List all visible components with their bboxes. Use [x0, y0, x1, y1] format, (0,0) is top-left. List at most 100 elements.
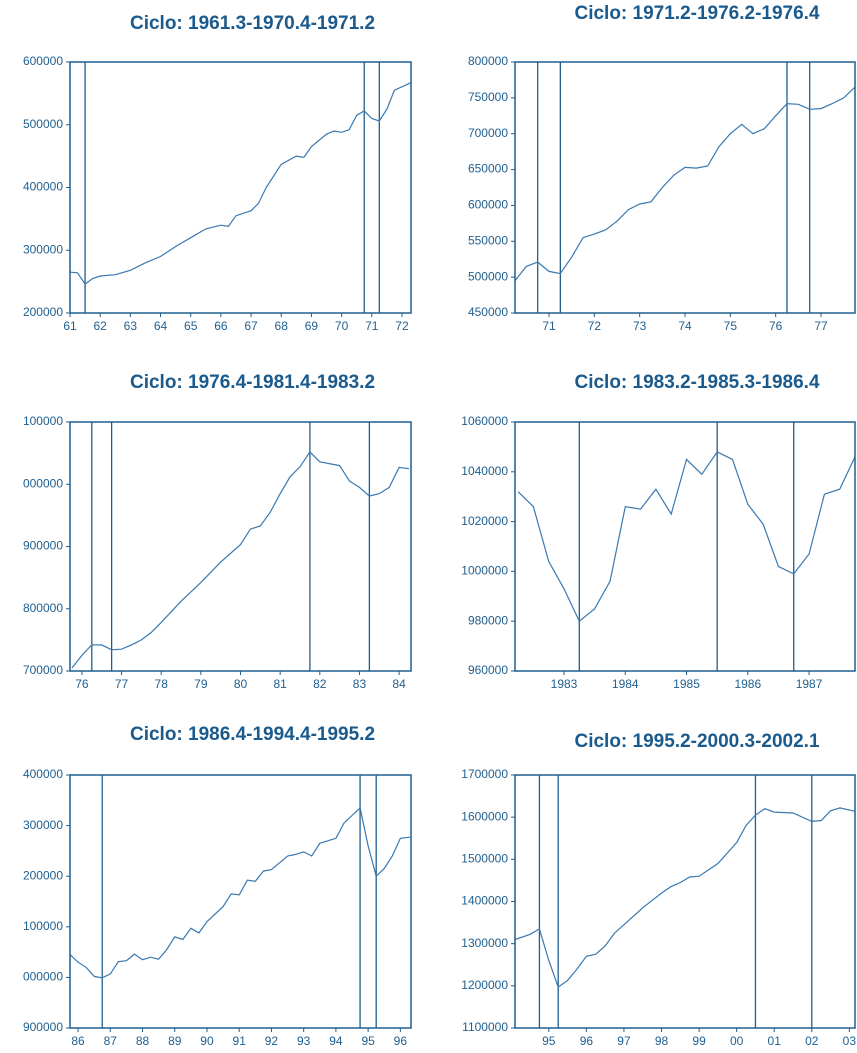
x-tick-label: 79 — [194, 677, 208, 691]
x-tick-label: 65 — [184, 319, 198, 333]
x-tick-label: 94 — [329, 1034, 343, 1048]
y-tick-label: 1400000 — [461, 894, 508, 908]
plot-frame — [69, 61, 412, 314]
x-tick-label: 66 — [214, 319, 228, 333]
x-tick-label: 00 — [730, 1034, 744, 1048]
plot-frame — [514, 61, 856, 314]
x-tick-label: 70 — [335, 319, 349, 333]
y-tick-label: 1020000 — [461, 514, 508, 528]
y-tick-label: 1100000 — [462, 1020, 508, 1034]
y-tick-label: 1600000 — [461, 809, 508, 823]
x-tick-label: 76 — [75, 677, 89, 691]
series-line — [71, 450, 410, 669]
x-tick-label: 77 — [115, 677, 129, 691]
x-tick-label: 80 — [234, 677, 248, 691]
x-tick-label: 73 — [633, 319, 647, 333]
x-tick-label: 62 — [93, 319, 107, 333]
x-tick-label: 1986 — [734, 677, 761, 691]
y-tick-label: 960000 — [468, 663, 508, 677]
y-tick-label: 450000 — [468, 305, 508, 319]
series-line — [517, 451, 856, 623]
x-tick-label: 98 — [655, 1034, 669, 1048]
x-tick-label: 71 — [365, 319, 379, 333]
x-tick-label: 82 — [313, 677, 327, 691]
plot-frame — [514, 774, 856, 1029]
x-tick-label: 86 — [71, 1034, 85, 1048]
x-tick-label: 96 — [580, 1034, 594, 1048]
x-tick-label: 93 — [297, 1034, 311, 1048]
y-tick-label: 1000000 — [461, 564, 508, 578]
x-tick-label: 72 — [588, 319, 602, 333]
x-tick-label: 1987 — [796, 677, 823, 691]
chart-title: Ciclo: 1995.2-2000.3-2002.1 — [574, 731, 819, 752]
x-tick-label: 63 — [124, 319, 138, 333]
y-tick-label: 1700000 — [461, 767, 508, 781]
x-tick-label: 74 — [678, 319, 692, 333]
chart-title: Ciclo: 1983.2-1985.3-1986.4 — [574, 372, 819, 393]
x-tick-label: 71 — [542, 319, 556, 333]
x-tick-label: 84 — [392, 677, 406, 691]
plot-frame — [69, 421, 412, 672]
y-tick-label: 980000 — [468, 613, 508, 627]
y-tick-label: 000000 — [23, 970, 63, 984]
series-line — [514, 807, 856, 989]
x-tick-label: 03 — [843, 1034, 857, 1048]
x-tick-label: 95 — [542, 1034, 556, 1048]
x-tick-label: 90 — [200, 1034, 214, 1048]
y-tick-label: 800000 — [468, 54, 508, 68]
y-tick-label: 800000 — [23, 601, 63, 615]
plot-frame — [69, 774, 412, 1029]
y-tick-label: 000000 — [23, 476, 63, 490]
y-tick-label: 200000 — [23, 868, 63, 882]
y-tick-label: 500000 — [23, 117, 63, 131]
y-tick-label: 1200000 — [461, 978, 508, 992]
y-tick-label: 1300000 — [461, 936, 508, 950]
x-tick-label: 91 — [233, 1034, 247, 1048]
series-line — [69, 806, 411, 979]
chart-title: Ciclo: 1986.4-1994.4-1995.2 — [130, 724, 375, 745]
x-tick-label: 99 — [692, 1034, 706, 1048]
x-tick-label: 96 — [394, 1034, 408, 1048]
x-tick-label: 67 — [244, 319, 258, 333]
y-tick-label: 1500000 — [461, 852, 508, 866]
x-tick-label: 01 — [768, 1034, 782, 1048]
x-tick-label: 72 — [395, 319, 409, 333]
y-tick-label: 700000 — [23, 663, 63, 677]
x-tick-label: 76 — [769, 319, 783, 333]
y-tick-label: 200000 — [23, 305, 63, 319]
x-tick-label: 89 — [168, 1034, 182, 1048]
y-tick-label: 900000 — [23, 1020, 63, 1034]
x-tick-label: 92 — [265, 1034, 279, 1048]
y-tick-label: 400000 — [23, 767, 63, 781]
x-tick-label: 81 — [273, 677, 287, 691]
y-tick-label: 300000 — [23, 242, 63, 256]
y-tick-label: 750000 — [468, 90, 508, 104]
series-line — [514, 86, 856, 282]
chart-title: Ciclo: 1961.3-1970.4-1971.2 — [130, 13, 375, 34]
y-tick-label: 600000 — [23, 54, 63, 68]
x-tick-label: 75 — [724, 319, 738, 333]
chart-title: Ciclo: 1971.2-1976.2-1976.4 — [574, 3, 819, 24]
x-tick-label: 64 — [154, 319, 168, 333]
y-tick-label: 500000 — [468, 269, 508, 283]
x-tick-label: 68 — [275, 319, 289, 333]
chart-title: Ciclo: 1976.4-1981.4-1983.2 — [130, 372, 375, 393]
x-tick-label: 77 — [814, 319, 828, 333]
y-tick-label: 650000 — [468, 162, 508, 176]
x-tick-label: 78 — [155, 677, 169, 691]
x-tick-label: 1983 — [551, 677, 578, 691]
x-tick-label: 87 — [104, 1034, 118, 1048]
x-tick-label: 97 — [617, 1034, 631, 1048]
y-tick-label: 700000 — [468, 126, 508, 140]
x-tick-label: 83 — [353, 677, 367, 691]
y-tick-label: 600000 — [468, 198, 508, 212]
x-tick-label: 61 — [63, 319, 77, 333]
y-tick-label: 900000 — [23, 539, 63, 553]
x-tick-label: 1984 — [612, 677, 639, 691]
y-tick-label: 100000 — [23, 919, 63, 933]
x-tick-label: 1985 — [673, 677, 700, 691]
x-tick-label: 02 — [805, 1034, 819, 1048]
x-tick-label: 95 — [361, 1034, 375, 1048]
